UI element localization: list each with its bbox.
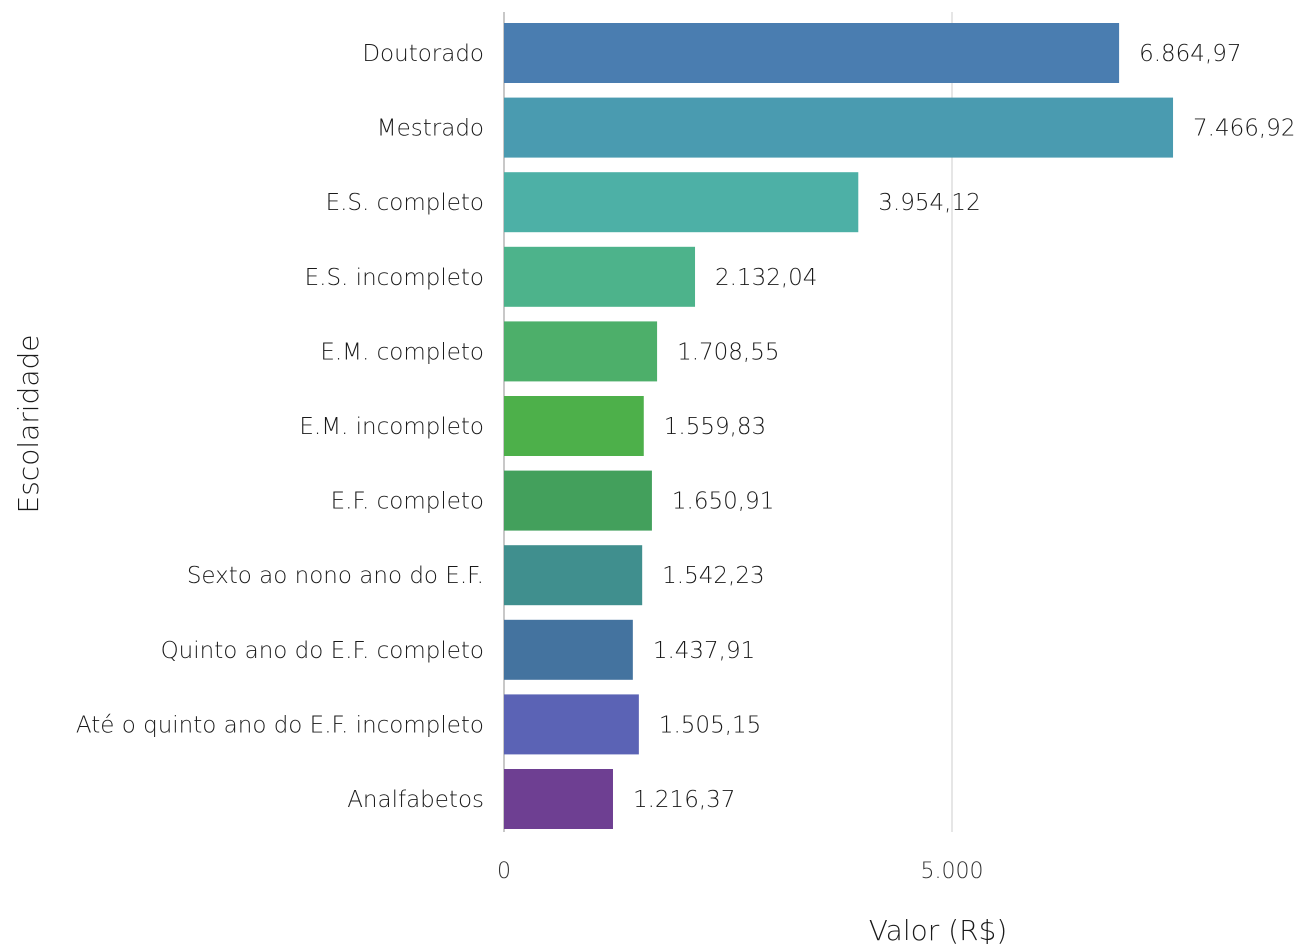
bar-2 <box>504 172 859 233</box>
category-label: Sexto ao nono ano do E.F. <box>187 563 484 589</box>
bar-6 <box>504 470 652 531</box>
bar-8 <box>504 619 633 680</box>
y-axis-title: Escolaridade <box>12 335 45 514</box>
category-label: E.M. completo <box>320 339 484 365</box>
category-label: E.S. completo <box>326 190 484 216</box>
category-label: Quinto ano do E.F. completo <box>161 638 484 664</box>
value-label: 7.466,92 <box>1193 116 1295 142</box>
value-label: 6.864,97 <box>1139 41 1241 67</box>
x-tick-label: 0 <box>497 859 511 884</box>
bar-9 <box>504 694 639 755</box>
bar-0 <box>504 23 1120 83</box>
bars-layer <box>504 23 1174 829</box>
bar-4 <box>504 321 658 382</box>
bar-5 <box>504 396 644 456</box>
value-label: 1.542,23 <box>662 563 764 589</box>
value-label: 1.437,91 <box>653 638 755 664</box>
x-axis-title: Valor (R$) <box>869 914 1008 944</box>
category-label: Analfabetos <box>347 787 484 813</box>
category-labels: Doutorado Mestrado E.S. completo E.S. incom… <box>76 41 484 813</box>
bar-1 <box>504 97 1174 158</box>
value-label: 1.505,15 <box>659 712 761 738</box>
category-label: Até o quinto ano do E.F. incompleto <box>76 712 484 738</box>
value-label: 3.954,12 <box>878 190 980 216</box>
category-label: Doutorado <box>362 41 484 67</box>
category-label: E.S. incompleto <box>305 265 484 291</box>
bar-3 <box>504 246 696 307</box>
value-label: 1.708,55 <box>677 339 779 365</box>
x-axis-ticks: 0 5.000 <box>497 859 983 884</box>
value-label: 1.650,91 <box>672 489 774 515</box>
value-label: 1.559,83 <box>664 414 766 440</box>
bar-10 <box>504 769 613 829</box>
x-tick-label: 5.000 <box>921 859 984 884</box>
category-label: E.F. completo <box>331 489 484 515</box>
bar-7 <box>504 545 643 606</box>
category-label: Mestrado <box>377 116 484 142</box>
value-label: 2.132,04 <box>715 265 817 291</box>
value-labels: 6.864,97 7.466,92 3.954,12 2.132,04 1.708,55… <box>633 41 1295 813</box>
value-label: 1.216,37 <box>633 787 735 813</box>
category-label: E.M. incompleto <box>299 414 484 440</box>
